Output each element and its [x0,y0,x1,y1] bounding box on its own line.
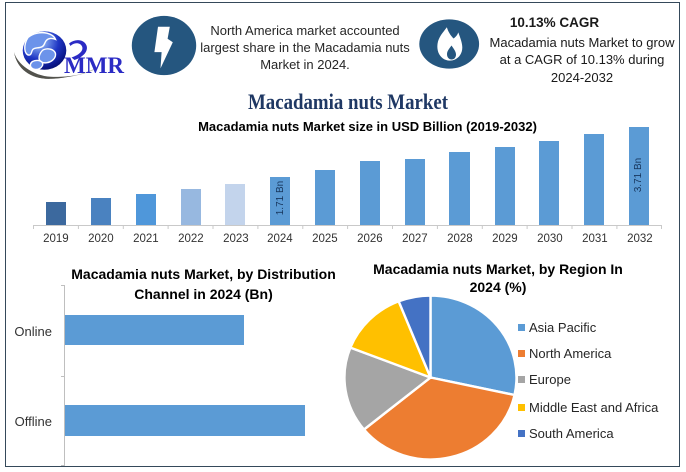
svg-text:MMR: MMR [64,53,124,78]
